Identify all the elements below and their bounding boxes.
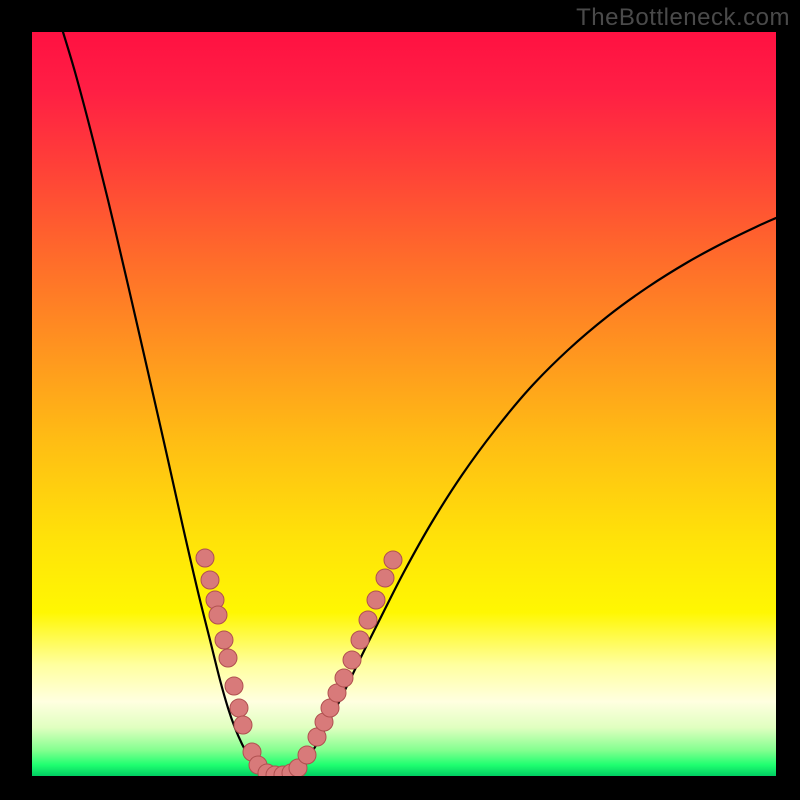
chart-canvas: TheBottleneck.com <box>0 0 800 800</box>
plot-area <box>32 32 776 776</box>
background-gradient <box>32 32 776 776</box>
watermark-text: TheBottleneck.com <box>576 4 790 32</box>
